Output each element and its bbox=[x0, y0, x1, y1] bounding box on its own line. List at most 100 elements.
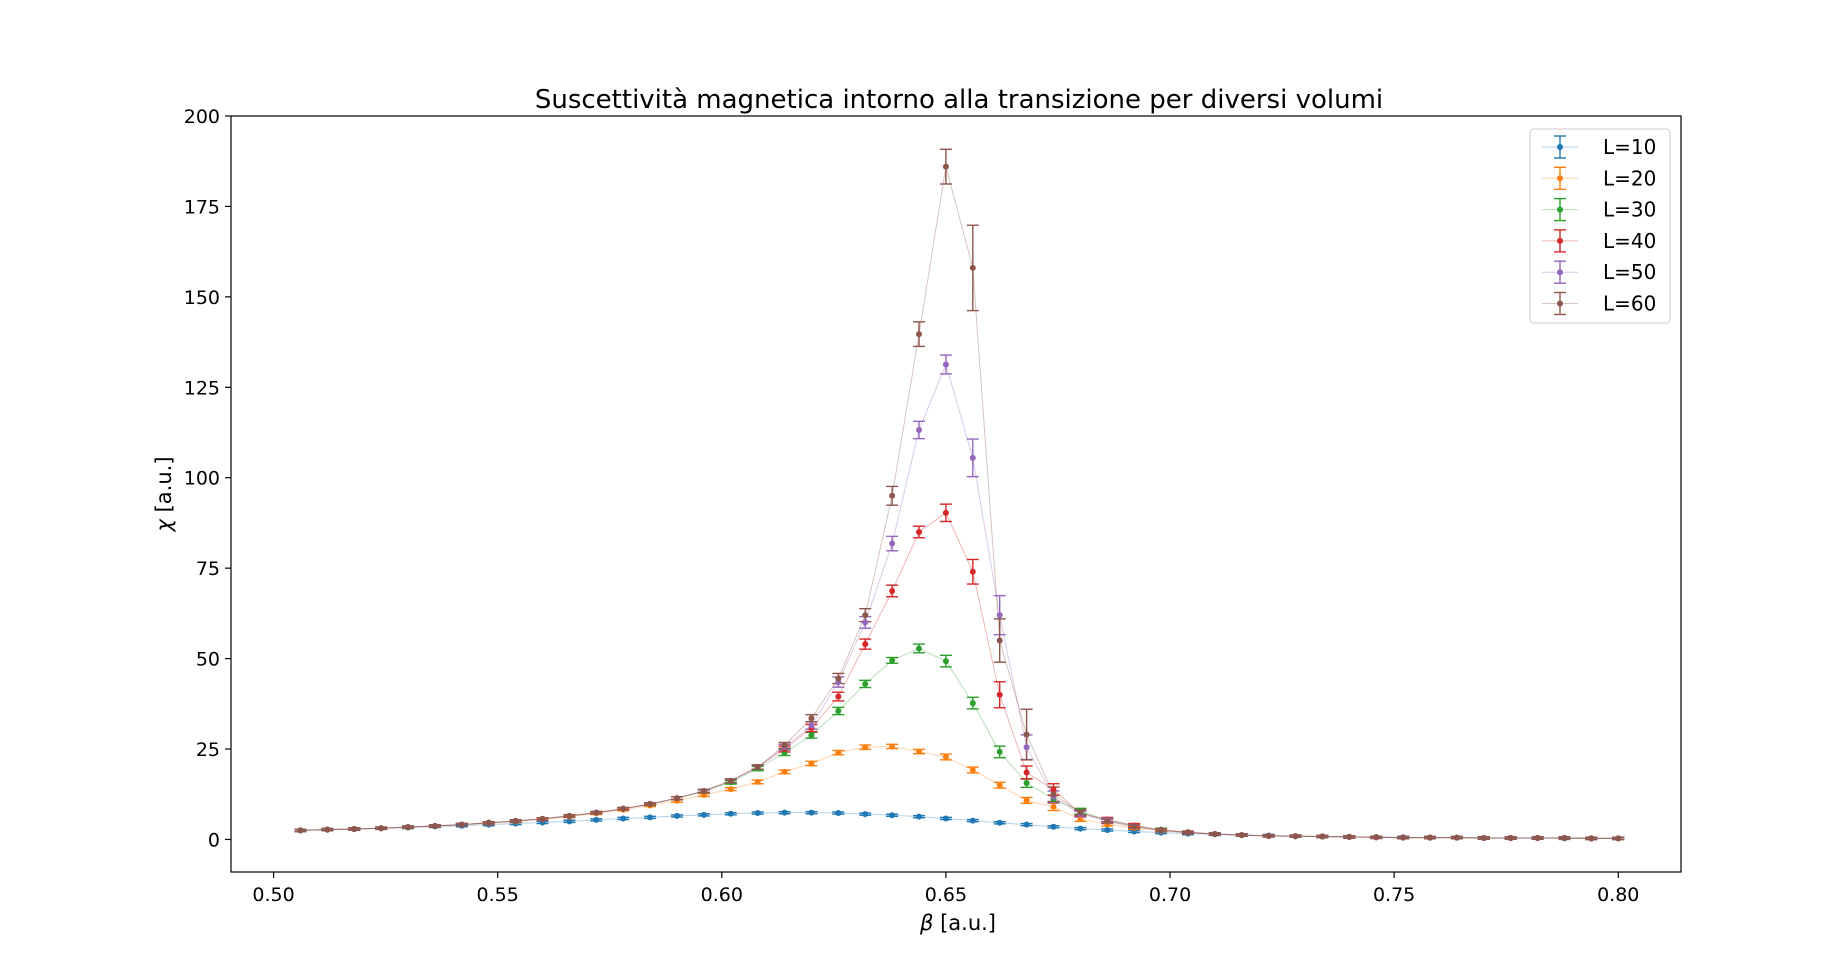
data-point-l60 bbox=[700, 787, 707, 794]
data-point-l40 bbox=[942, 509, 949, 516]
data-point-l10 bbox=[916, 813, 923, 820]
legend-entries: L=10 L=20 L=30 L=40 L=50 L=60 bbox=[1542, 135, 1656, 316]
data-point-l10 bbox=[942, 815, 949, 822]
x-tick-label: 0.65 bbox=[925, 884, 967, 906]
data-point-l10 bbox=[781, 809, 788, 816]
data-point-l60 bbox=[996, 637, 1003, 644]
data-point-l60 bbox=[378, 825, 385, 832]
data-point-l20 bbox=[1077, 816, 1084, 823]
data-point-l30 bbox=[889, 657, 896, 664]
data-point-l10 bbox=[1077, 825, 1084, 832]
x-tick-label: 0.50 bbox=[252, 884, 294, 906]
data-point-l50 bbox=[996, 612, 1003, 619]
data-point-l10 bbox=[754, 810, 761, 817]
legend-label-l40: L=40 bbox=[1603, 229, 1656, 253]
data-point-l60 bbox=[969, 264, 976, 271]
data-point-l30 bbox=[942, 658, 949, 665]
legend-marker-l40 bbox=[1557, 237, 1563, 244]
data-point-l60 bbox=[1292, 833, 1299, 840]
data-point-l10 bbox=[1104, 827, 1111, 834]
legend-entry-l30: L=30 bbox=[1542, 198, 1656, 222]
data-point-l10 bbox=[727, 810, 734, 817]
data-point-l60 bbox=[1265, 832, 1272, 839]
legend-entry-l50: L=50 bbox=[1542, 260, 1656, 284]
data-point-l20 bbox=[969, 766, 976, 773]
legend: L=10 L=20 L=30 L=40 L=50 L=60 bbox=[1529, 128, 1671, 324]
data-point-l40 bbox=[1050, 786, 1057, 793]
data-point-l60 bbox=[1131, 823, 1138, 830]
data-point-l60 bbox=[324, 826, 331, 833]
data-point-l10 bbox=[647, 814, 654, 821]
data-point-l60 bbox=[1480, 834, 1487, 841]
data-point-l10 bbox=[996, 819, 1003, 826]
data-point-l60 bbox=[727, 777, 734, 784]
data-point-l20 bbox=[1050, 803, 1057, 810]
y-axis-label-symbol: χ bbox=[152, 518, 176, 533]
data-point-l60 bbox=[1534, 834, 1541, 841]
legend-marker-l60 bbox=[1557, 300, 1563, 307]
data-point-l10 bbox=[620, 815, 627, 822]
data-point-l20 bbox=[1023, 797, 1030, 804]
x-axis-ticks: 0.50 0.55 0.60 0.65 0.70 0.75 0.80 bbox=[252, 872, 1639, 906]
data-point-l20 bbox=[835, 749, 842, 756]
data-point-l60 bbox=[512, 817, 519, 824]
data-point-l60 bbox=[1077, 809, 1084, 816]
data-point-l60 bbox=[405, 824, 412, 831]
x-tick-label: 0.55 bbox=[477, 884, 519, 906]
data-point-l60 bbox=[297, 827, 304, 834]
data-point-l60 bbox=[458, 821, 465, 828]
y-tick-label: 175 bbox=[184, 196, 220, 218]
chart-title: Suscettività magnetica intorno alla tran… bbox=[535, 85, 1383, 115]
data-point-l60 bbox=[1023, 731, 1030, 738]
data-point-l10 bbox=[673, 812, 680, 819]
data-point-l20 bbox=[916, 748, 923, 755]
data-point-l60 bbox=[647, 800, 654, 807]
legend-marker-l10 bbox=[1557, 144, 1563, 150]
y-tick-label: 25 bbox=[196, 739, 220, 761]
data-point-l10 bbox=[969, 817, 976, 824]
data-point-l50 bbox=[889, 540, 896, 547]
data-point-l60 bbox=[431, 823, 438, 830]
data-point-l30 bbox=[969, 700, 976, 707]
data-point-l40 bbox=[969, 568, 976, 575]
data-point-l30 bbox=[916, 645, 923, 652]
data-point-l60 bbox=[1104, 818, 1111, 825]
y-axis-ticks: 0 25 50 75 100 125 150 175 200 bbox=[184, 106, 231, 851]
legend-label-l60: L=60 bbox=[1603, 292, 1656, 316]
y-tick-label: 0 bbox=[208, 829, 220, 851]
data-point-l60 bbox=[1238, 832, 1245, 839]
y-tick-label: 125 bbox=[184, 377, 220, 399]
data-point-l60 bbox=[889, 492, 896, 499]
x-tick-label: 0.80 bbox=[1597, 884, 1639, 906]
data-point-l20 bbox=[862, 744, 869, 751]
data-point-l10 bbox=[1023, 821, 1030, 828]
data-point-l40 bbox=[996, 691, 1003, 698]
legend-marker-l20 bbox=[1557, 175, 1563, 182]
legend-label-l20: L=20 bbox=[1603, 166, 1656, 190]
data-point-l60 bbox=[942, 163, 949, 170]
legend-marker-l50 bbox=[1557, 269, 1563, 276]
y-tick-label: 150 bbox=[184, 287, 220, 309]
data-point-l60 bbox=[1373, 834, 1380, 841]
data-point-l50 bbox=[916, 426, 923, 433]
data-point-l10 bbox=[1050, 823, 1057, 830]
data-point-l10 bbox=[700, 811, 707, 818]
legend-entry-l40: L=40 bbox=[1542, 229, 1656, 253]
legend-label-l50: L=50 bbox=[1603, 260, 1656, 284]
data-point-l60 bbox=[673, 795, 680, 802]
legend-label-l10: L=10 bbox=[1603, 135, 1656, 159]
series-line-l10 bbox=[300, 812, 1619, 839]
legend-label-l30: L=30 bbox=[1603, 198, 1656, 222]
x-axis-label-symbol: β bbox=[919, 911, 933, 935]
data-point-l40 bbox=[862, 641, 869, 648]
data-point-l60 bbox=[539, 815, 546, 822]
plot-markers bbox=[297, 163, 1622, 842]
y-tick-label: 200 bbox=[184, 106, 220, 128]
data-point-l60 bbox=[1588, 835, 1595, 842]
data-point-l60 bbox=[862, 612, 869, 619]
legend-entry-l10: L=10 bbox=[1542, 135, 1656, 159]
data-point-l10 bbox=[566, 818, 573, 825]
data-point-l10 bbox=[862, 811, 869, 818]
data-point-l60 bbox=[1319, 833, 1326, 840]
